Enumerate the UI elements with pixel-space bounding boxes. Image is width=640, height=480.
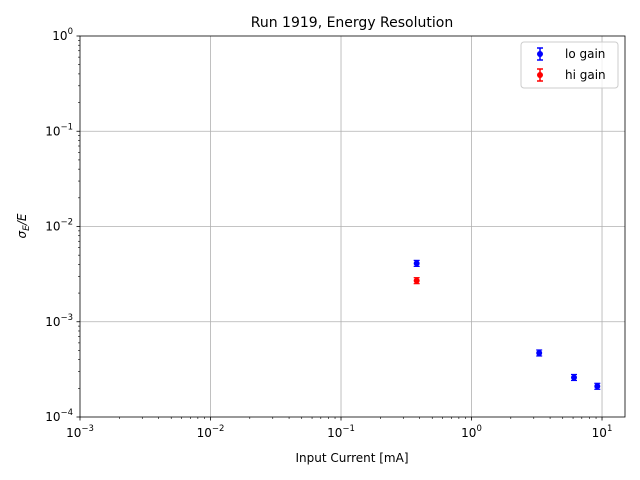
x-tick-label-exponent: 1 [607, 424, 612, 434]
x-tick-label-base: 10 [461, 426, 476, 440]
y-tick-label: 10−2 [45, 218, 73, 234]
legend-marker-hi-gain [537, 72, 543, 78]
legend-entry-lo-gain: lo gain [537, 47, 605, 61]
x-tick-label: 100 [461, 424, 482, 440]
y-tick-label-exponent: −3 [60, 313, 73, 323]
x-tick-label-exponent: −1 [342, 424, 355, 434]
x-tick-label: 10−3 [66, 424, 94, 440]
x-tick-label-exponent: 0 [476, 424, 481, 434]
x-axis-label: Input Current [mA] [295, 451, 408, 465]
y-tick-label-base: 10 [45, 315, 60, 329]
data-points [413, 259, 601, 390]
y-tick-label-base: 10 [52, 29, 67, 43]
x-tick-label-base: 10 [66, 426, 81, 440]
x-tick-label: 10−2 [197, 424, 225, 440]
x-tick-label-exponent: −3 [81, 424, 94, 434]
legend-entry-hi-gain: hi gain [537, 68, 606, 82]
y-axis-label-sigma: σ [15, 230, 29, 238]
x-tick-label-base: 10 [327, 426, 342, 440]
y-axis-label-subscript: E [22, 225, 32, 231]
x-tick-label-exponent: −2 [212, 424, 225, 434]
x-tick-label: 101 [592, 424, 613, 440]
data-point-lo-gain [536, 349, 543, 356]
y-axis-label: σE/E [15, 213, 32, 238]
plot-frame [79, 35, 626, 418]
y-tick-label: 10−3 [45, 313, 73, 329]
y-tick-label-exponent: 0 [68, 27, 73, 37]
y-tick-label-exponent: −2 [60, 218, 73, 228]
y-tick-label-base: 10 [45, 410, 60, 424]
legend-label-hi-gain: hi gain [565, 68, 606, 82]
y-tick-label-base: 10 [45, 220, 60, 234]
y-axis-label-tail: /E [15, 213, 29, 226]
y-tick-label-exponent: −1 [60, 122, 73, 132]
grid [80, 36, 625, 417]
y-tick-label: 10−4 [45, 408, 73, 424]
legend-box [520, 41, 619, 89]
y-tick-label: 10−1 [45, 122, 73, 138]
y-tick-label: 100 [52, 27, 73, 43]
legend-marker-lo-gain [537, 51, 543, 57]
data-point-lo-gain [571, 374, 578, 381]
data-point-lo-gain [594, 383, 601, 390]
chart-title: Run 1919, Energy Resolution [251, 15, 453, 31]
y-tick-label-exponent: −4 [60, 408, 73, 418]
legend-label-lo-gain: lo gain [565, 47, 605, 61]
data-point-hi-gain [413, 277, 420, 284]
data-point-lo-gain [413, 260, 420, 267]
x-tick-label-base: 10 [592, 426, 607, 440]
legend: lo gain hi gain [520, 41, 619, 89]
y-tick-label-base: 10 [45, 124, 60, 138]
major-ticks [76, 35, 603, 421]
x-tick-label-base: 10 [197, 426, 212, 440]
x-tick-label: 10−1 [327, 424, 355, 440]
